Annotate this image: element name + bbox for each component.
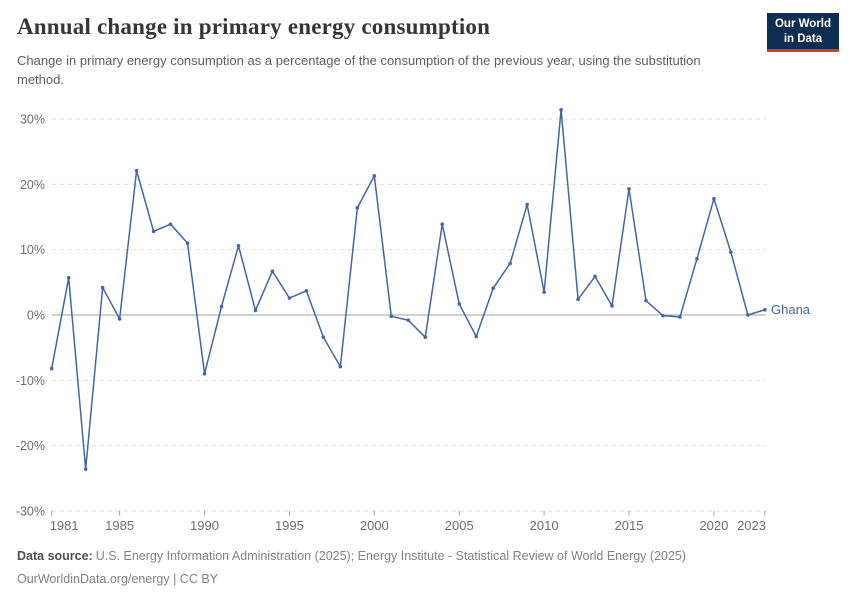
y-tick-label: -30% (16, 504, 45, 518)
footer-license-line: OurWorldinData.org/energy | CC BY (17, 572, 219, 587)
data-point (457, 302, 462, 306)
owid-logo-line1: Our World (774, 18, 831, 30)
data-point (525, 202, 529, 207)
data-point (491, 286, 495, 291)
data-point (610, 304, 614, 308)
x-tick-label: 1990 (190, 518, 219, 533)
data-point (559, 108, 563, 112)
y-tick-label: 20% (20, 178, 45, 192)
data-point (270, 269, 275, 274)
series-points-ghana (49, 108, 767, 471)
data-point (253, 308, 258, 313)
x-tick-label: 2015 (615, 518, 644, 533)
data-point (202, 371, 207, 376)
y-tick-label: 0% (27, 309, 45, 323)
data-point (746, 313, 750, 317)
y-tick-label: -20% (16, 439, 45, 453)
chart-title: Annual change in primary energy consumpt… (17, 14, 491, 39)
y-axis-labels: 30% 20% 10% 0% -10% -20% -30% (16, 113, 45, 519)
data-point (236, 243, 241, 248)
data-point (440, 222, 445, 226)
data-point (695, 257, 699, 261)
data-point (100, 285, 105, 290)
chart-subtitle: Change in primary energy consumption as … (17, 53, 701, 87)
chart-footer: Data source: U.S. Energy Information Admi… (17, 545, 833, 591)
owid-logo-line2: in Data (783, 32, 823, 45)
series-line-ghana (50, 109, 766, 470)
data-point (321, 335, 326, 340)
owid-logo: Our World in Data (766, 13, 839, 53)
data-point (66, 275, 71, 280)
data-point (389, 314, 394, 319)
data-point (355, 206, 360, 210)
data-point (423, 335, 428, 340)
data-point (593, 274, 597, 279)
data-point (712, 196, 716, 201)
data-point (185, 241, 190, 245)
data-point (287, 296, 292, 300)
data-source-text: U.S. Energy Information Administration (… (95, 549, 687, 563)
x-tick-label: 1981 (50, 518, 79, 533)
data-point (508, 261, 512, 266)
x-tick-label: 2023 (737, 518, 766, 533)
data-point (678, 315, 682, 319)
data-point (406, 318, 411, 323)
data-point (474, 334, 479, 339)
x-axis-labels: 1981 1985 1990 1995 2000 2005 2010 2015 2020 2023 (50, 518, 766, 533)
data-point (644, 298, 648, 303)
data-point (151, 229, 156, 234)
data-point (729, 250, 733, 255)
x-tick-label: 1985 (105, 518, 134, 533)
series-label-ghana: Ghana (771, 302, 811, 317)
data-point (168, 222, 173, 226)
data-point (576, 297, 580, 302)
data-point (627, 187, 631, 191)
data-point (338, 364, 343, 369)
data-point (372, 174, 377, 178)
data-point (134, 168, 139, 173)
data-point (219, 304, 224, 309)
data-point (83, 467, 88, 471)
x-tick-label: 1995 (275, 518, 304, 533)
y-tick-label: 30% (20, 113, 45, 127)
y-tick-label: 10% (20, 243, 45, 257)
data-point (661, 313, 665, 318)
data-source-label: Data source: (17, 549, 93, 563)
y-tick-label: -10% (16, 374, 45, 388)
x-tick-label: 2020 (699, 518, 728, 533)
data-point (304, 289, 309, 293)
footer-sources-line: Data source: U.S. Energy Information Admi… (17, 545, 833, 568)
y-gridlines (51, 118, 766, 512)
x-tick-label: 2010 (530, 518, 559, 533)
x-tick-label: 2005 (445, 518, 474, 533)
data-point (763, 307, 767, 312)
data-point (542, 290, 546, 294)
x-tick-marks (51, 511, 766, 516)
x-tick-label: 2000 (360, 518, 389, 533)
data-point (49, 366, 54, 371)
data-point (117, 317, 122, 321)
